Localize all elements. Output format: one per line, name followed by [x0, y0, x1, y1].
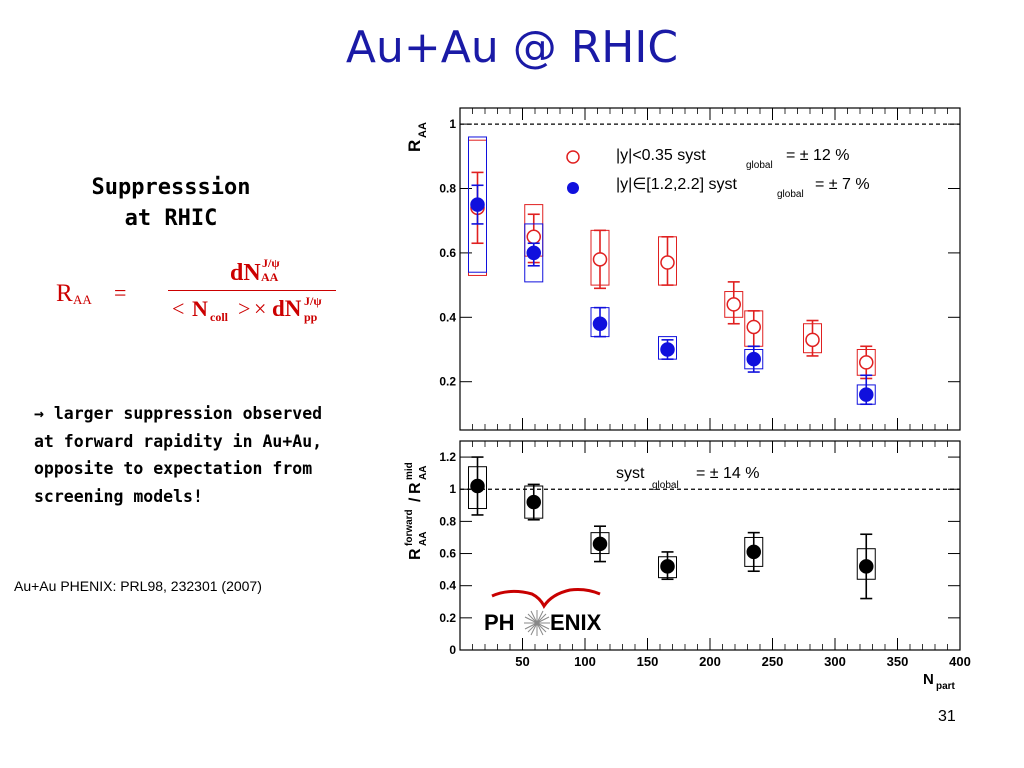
systematic-box: [524, 223, 544, 283]
ytick-label: 0.4: [439, 310, 456, 324]
xtick-label: 150: [637, 654, 659, 669]
logo-text-right: ENIX: [550, 610, 602, 635]
logo-text-left: PH: [484, 610, 515, 635]
data-point: [470, 197, 485, 212]
data-point: [746, 544, 761, 560]
data-point: [660, 255, 675, 270]
formula-ncoll: N: [192, 296, 208, 321]
slide-heading: Suppresssion at RHIC: [56, 172, 286, 234]
legend-midrapidity-sub: global: [746, 160, 773, 171]
ytick-label: 0.6: [439, 547, 456, 561]
ytick-label: 1.2: [439, 450, 456, 464]
legend-marker-midrapidity: [566, 150, 580, 164]
ytick-label: 0.2: [439, 375, 456, 389]
xtick-label: 100: [574, 654, 596, 669]
ytick-label: 0.2: [439, 611, 456, 625]
ytick-label: 0.8: [439, 514, 456, 528]
data-point: [746, 319, 761, 335]
top-ylabel: R: [405, 140, 424, 152]
page-number: 31: [938, 708, 956, 725]
formula-lhs: R: [56, 280, 73, 307]
data-point: [660, 559, 675, 574]
data-point: [726, 297, 741, 312]
systematic-box: [468, 136, 487, 273]
xlabel-sub: part: [936, 681, 956, 692]
legend-marker-forward: [567, 182, 579, 194]
top-panel-frame: [459, 107, 961, 431]
formula-numerator-sup: J/ψ: [262, 256, 280, 270]
formula-denominator-sub: pp: [304, 310, 318, 324]
bottom-annotation-sub: global: [652, 480, 679, 491]
logo-star-icon: [524, 610, 550, 636]
ytick-label: 1: [449, 482, 456, 496]
formula-numerator-sub: AA: [261, 270, 279, 284]
legend-forward-value: = ± 7 %: [815, 176, 870, 193]
bottom-ylabel-r2: R: [407, 482, 424, 494]
data-point: [592, 536, 608, 552]
fraction-line: [168, 290, 336, 291]
bottom-ylabel-sup2: mid: [404, 462, 415, 480]
raa-formula: R AA = dN J/ψ AA < N coll > × dN J/ψ pp: [48, 254, 336, 334]
legend-forward-label: |y|∈[1.2,2.2] syst: [616, 176, 738, 193]
formula-denominator-dn: dN: [272, 296, 302, 321]
bullet-text: larger suppression observed at forward r…: [34, 404, 323, 506]
data-point: [592, 316, 608, 331]
xtick-label: 350: [887, 654, 909, 669]
data-point: [526, 245, 541, 261]
bottom-ylabel-sub2: AA: [418, 466, 429, 480]
bottom-ylabel-sub1: AA: [418, 532, 429, 546]
ytick-label: 1: [449, 117, 456, 131]
formula-numerator: dN: [230, 260, 261, 286]
legend-forward-sub: global: [777, 189, 804, 200]
formula-denominator-sup: J/ψ: [304, 294, 322, 308]
bullet-text-block: → larger suppression observed at forward…: [34, 400, 324, 510]
data-point: [859, 559, 874, 574]
data-point: [592, 252, 608, 267]
xtick-label: 200: [699, 654, 721, 669]
heading-line-2: at RHIC: [124, 206, 218, 231]
formula-equals: =: [114, 280, 127, 305]
bottom-panel: 0 0.2 0.4 0.6 0.8 1 1.2 50 100 150 200 250 300 350 400: [439, 441, 971, 669]
bottom-annotation-value: = ± 14 %: [696, 465, 759, 482]
formula-lhs-sub: AA: [73, 292, 92, 307]
data-point: [526, 494, 541, 510]
logo-swoosh: [491, 588, 601, 609]
reference-citation: Au+Au PHENIX: PRL98, 232301 (2007): [14, 578, 262, 594]
raa-chart: 0.2 0.4 0.6 0.8 1 0 0.2 0.4 0.6 0.8 1 1.2 50 100 150 2…: [404, 107, 971, 692]
legend-midrapidity-label: |y|<0.35 syst: [616, 147, 706, 164]
formula-ncoll-sub: coll: [210, 310, 228, 324]
formula-lt: <: [172, 296, 185, 321]
top-ylabel-sub: AA: [417, 122, 429, 138]
formula-gt: >: [238, 296, 251, 321]
heading-line-1: Suppresssion: [91, 175, 251, 200]
xtick-label: 50: [515, 654, 529, 669]
xtick-label: 250: [762, 654, 784, 669]
arrow-icon: →: [34, 404, 44, 423]
xtick-label: 400: [949, 654, 971, 669]
slide-title: Au+Au @ RHIC: [345, 22, 679, 73]
data-point: [859, 387, 874, 402]
xtick-label: 300: [824, 654, 846, 669]
data-point: [470, 478, 485, 494]
data-point: [805, 332, 820, 348]
bottom-ylabel-r1: R: [407, 548, 424, 560]
xlabel: N: [923, 671, 934, 688]
bottom-ylabel-sup1: forward: [404, 509, 415, 546]
ytick-label: 0.6: [439, 246, 456, 260]
data-point: [746, 351, 761, 367]
bottom-annotation-label: syst: [616, 465, 645, 482]
ytick-label: 0.8: [439, 182, 456, 196]
phenix-logo: PH ENIX: [484, 588, 602, 636]
data-point: [526, 229, 541, 245]
bottom-ylabel-separator: /: [407, 497, 424, 502]
ytick-label: 0: [449, 643, 456, 657]
data-point: [859, 355, 874, 370]
formula-times: ×: [254, 296, 267, 321]
ytick-label: 0.4: [439, 579, 456, 593]
top-panel: 0.2 0.4 0.6 0.8 1: [439, 108, 961, 430]
legend-midrapidity-value: = ± 12 %: [786, 147, 849, 164]
data-point: [660, 342, 675, 357]
